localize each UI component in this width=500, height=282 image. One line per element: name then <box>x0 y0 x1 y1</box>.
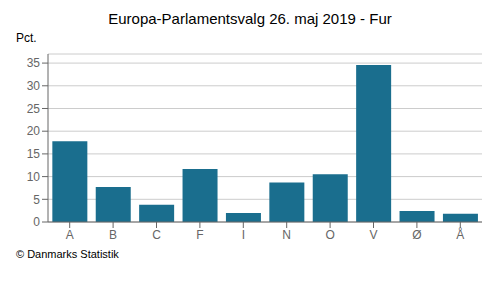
svg-text:10: 10 <box>27 170 41 184</box>
svg-text:I: I <box>242 228 245 242</box>
svg-text:Ø: Ø <box>412 228 421 242</box>
svg-text:Å: Å <box>456 227 464 242</box>
svg-text:15: 15 <box>27 147 41 161</box>
html-text:© Danmarks Statistik: © Danmarks Statistik <box>16 248 119 260</box>
svg-text:N: N <box>282 228 291 242</box>
svg-text:B: B <box>109 228 117 242</box>
svg-text:5: 5 <box>33 193 40 207</box>
svg-text:35: 35 <box>27 56 41 70</box>
svg-text:F: F <box>196 228 203 242</box>
html-text:Pct.: Pct. <box>16 31 37 45</box>
svg-text:0: 0 <box>33 215 40 229</box>
svg-text:C: C <box>152 228 161 242</box>
svg-text:V: V <box>369 228 377 242</box>
svg-text:25: 25 <box>27 102 41 116</box>
svg-text:20: 20 <box>27 124 41 138</box>
svg-text:30: 30 <box>27 79 41 93</box>
svg-text:A: A <box>66 228 74 242</box>
svg-text:O: O <box>325 228 334 242</box>
html-text:Europa-Parlamentsvalg 26. maj: Europa-Parlamentsvalg 26. maj 2019 - Fur <box>108 10 392 27</box>
